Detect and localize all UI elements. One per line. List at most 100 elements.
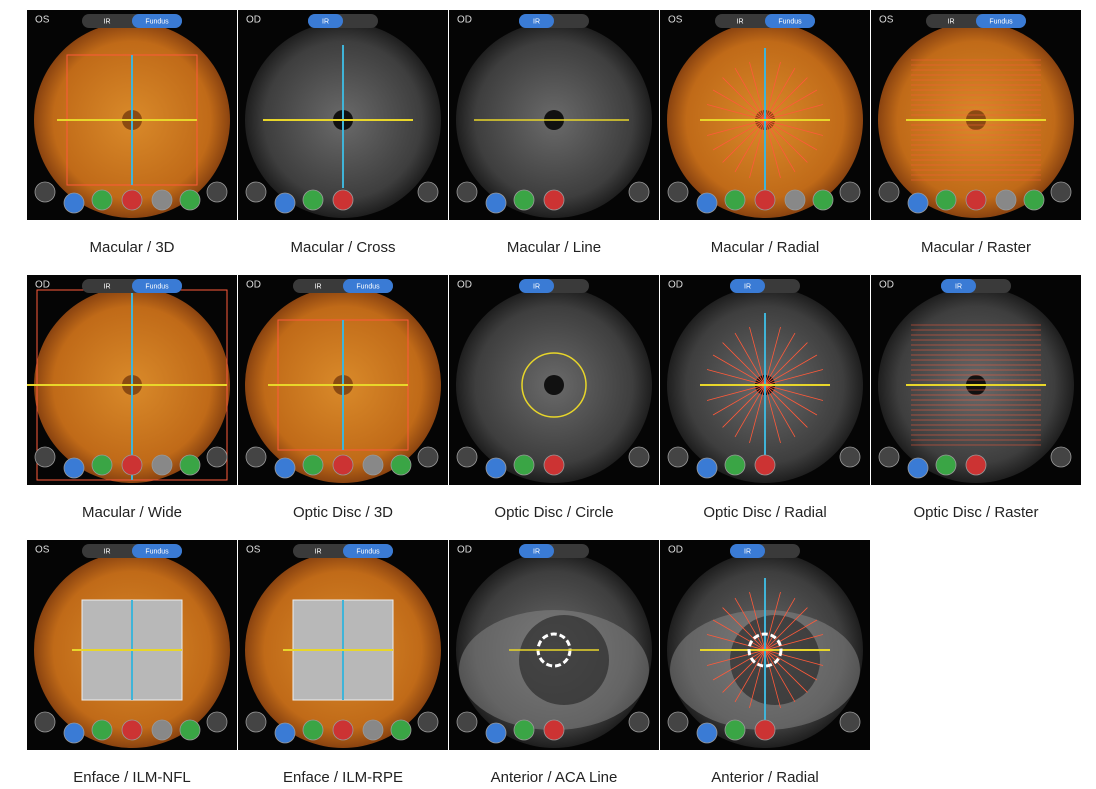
control-button[interactable] [543,454,565,476]
control-button[interactable] [1023,189,1045,211]
control-button[interactable] [332,454,354,476]
control-button[interactable] [812,189,834,211]
control-button[interactable] [332,189,354,211]
control-button[interactable] [965,189,987,211]
control-button[interactable] [513,454,535,476]
control-button[interactable] [34,711,56,733]
control-button[interactable] [91,454,113,476]
control-button[interactable] [696,192,718,214]
mode-tab[interactable]: IR [104,18,111,25]
control-button[interactable] [302,719,324,741]
mode-tab[interactable]: Fundus [145,18,169,25]
control-button[interactable] [696,457,718,479]
control-button[interactable] [63,722,85,744]
control-button[interactable] [878,446,900,468]
mode-tab[interactable]: Fundus [356,548,380,555]
control-button[interactable] [332,719,354,741]
mode-tab[interactable]: IR [104,548,111,555]
control-button[interactable] [628,711,650,733]
control-button[interactable] [151,719,173,741]
control-button[interactable] [696,722,718,744]
mode-tab[interactable]: Fundus [145,283,169,290]
control-button[interactable] [151,189,173,211]
control-button[interactable] [839,711,861,733]
control-button[interactable] [907,457,929,479]
mode-tab[interactable]: Fundus [778,18,802,25]
control-button[interactable] [935,454,957,476]
control-button[interactable] [121,719,143,741]
control-button[interactable] [302,454,324,476]
control-button[interactable] [667,181,689,203]
control-button[interactable] [362,454,384,476]
control-button[interactable] [362,719,384,741]
mode-tab[interactable]: IR [104,283,111,290]
mode-tab[interactable]: Fundus [356,283,380,290]
control-button[interactable] [485,457,507,479]
control-button[interactable] [667,711,689,733]
control-button[interactable] [206,181,228,203]
control-button[interactable] [274,722,296,744]
control-button[interactable] [935,189,957,211]
control-button[interactable] [628,446,650,468]
control-button[interactable] [784,189,806,211]
control-button[interactable] [907,192,929,214]
control-button[interactable] [121,454,143,476]
mode-tab[interactable]: IR [744,283,751,290]
control-button[interactable] [667,446,689,468]
control-button[interactable] [121,189,143,211]
control-button[interactable] [274,192,296,214]
control-button[interactable] [543,719,565,741]
control-button[interactable] [878,181,900,203]
mode-tab[interactable]: IR [955,283,962,290]
control-button[interactable] [91,719,113,741]
control-button[interactable] [485,722,507,744]
control-button[interactable] [995,189,1017,211]
control-button[interactable] [754,719,776,741]
control-button[interactable] [754,189,776,211]
control-button[interactable] [390,454,412,476]
mode-tab[interactable]: IR [533,283,540,290]
mode-tab[interactable]: IR [737,18,744,25]
control-button[interactable] [965,454,987,476]
control-button[interactable] [513,719,535,741]
mode-tab[interactable]: IR [533,548,540,555]
control-button[interactable] [724,454,746,476]
control-button[interactable] [724,189,746,211]
mode-tab[interactable]: Fundus [145,548,169,555]
control-button[interactable] [274,457,296,479]
control-button[interactable] [485,192,507,214]
control-button[interactable] [1050,446,1072,468]
control-button[interactable] [754,454,776,476]
control-button[interactable] [543,189,565,211]
control-button[interactable] [839,181,861,203]
control-button[interactable] [456,446,478,468]
control-button[interactable] [302,189,324,211]
mode-tab[interactable]: IR [315,283,322,290]
control-button[interactable] [390,719,412,741]
control-button[interactable] [417,446,439,468]
control-button[interactable] [206,446,228,468]
control-button[interactable] [456,181,478,203]
control-button[interactable] [456,711,478,733]
control-button[interactable] [245,181,267,203]
control-button[interactable] [63,192,85,214]
control-button[interactable] [724,719,746,741]
control-button[interactable] [513,189,535,211]
control-button[interactable] [91,189,113,211]
control-button[interactable] [34,446,56,468]
control-button[interactable] [245,446,267,468]
control-button[interactable] [628,181,650,203]
mode-tab[interactable]: Fundus [989,18,1013,25]
control-button[interactable] [417,711,439,733]
control-button[interactable] [179,719,201,741]
control-button[interactable] [34,181,56,203]
control-button[interactable] [151,454,173,476]
control-button[interactable] [1050,181,1072,203]
control-button[interactable] [206,711,228,733]
mode-tab[interactable]: IR [533,18,540,25]
control-button[interactable] [245,711,267,733]
control-button[interactable] [417,181,439,203]
control-button[interactable] [179,189,201,211]
mode-tab[interactable]: IR [315,548,322,555]
control-button[interactable] [179,454,201,476]
